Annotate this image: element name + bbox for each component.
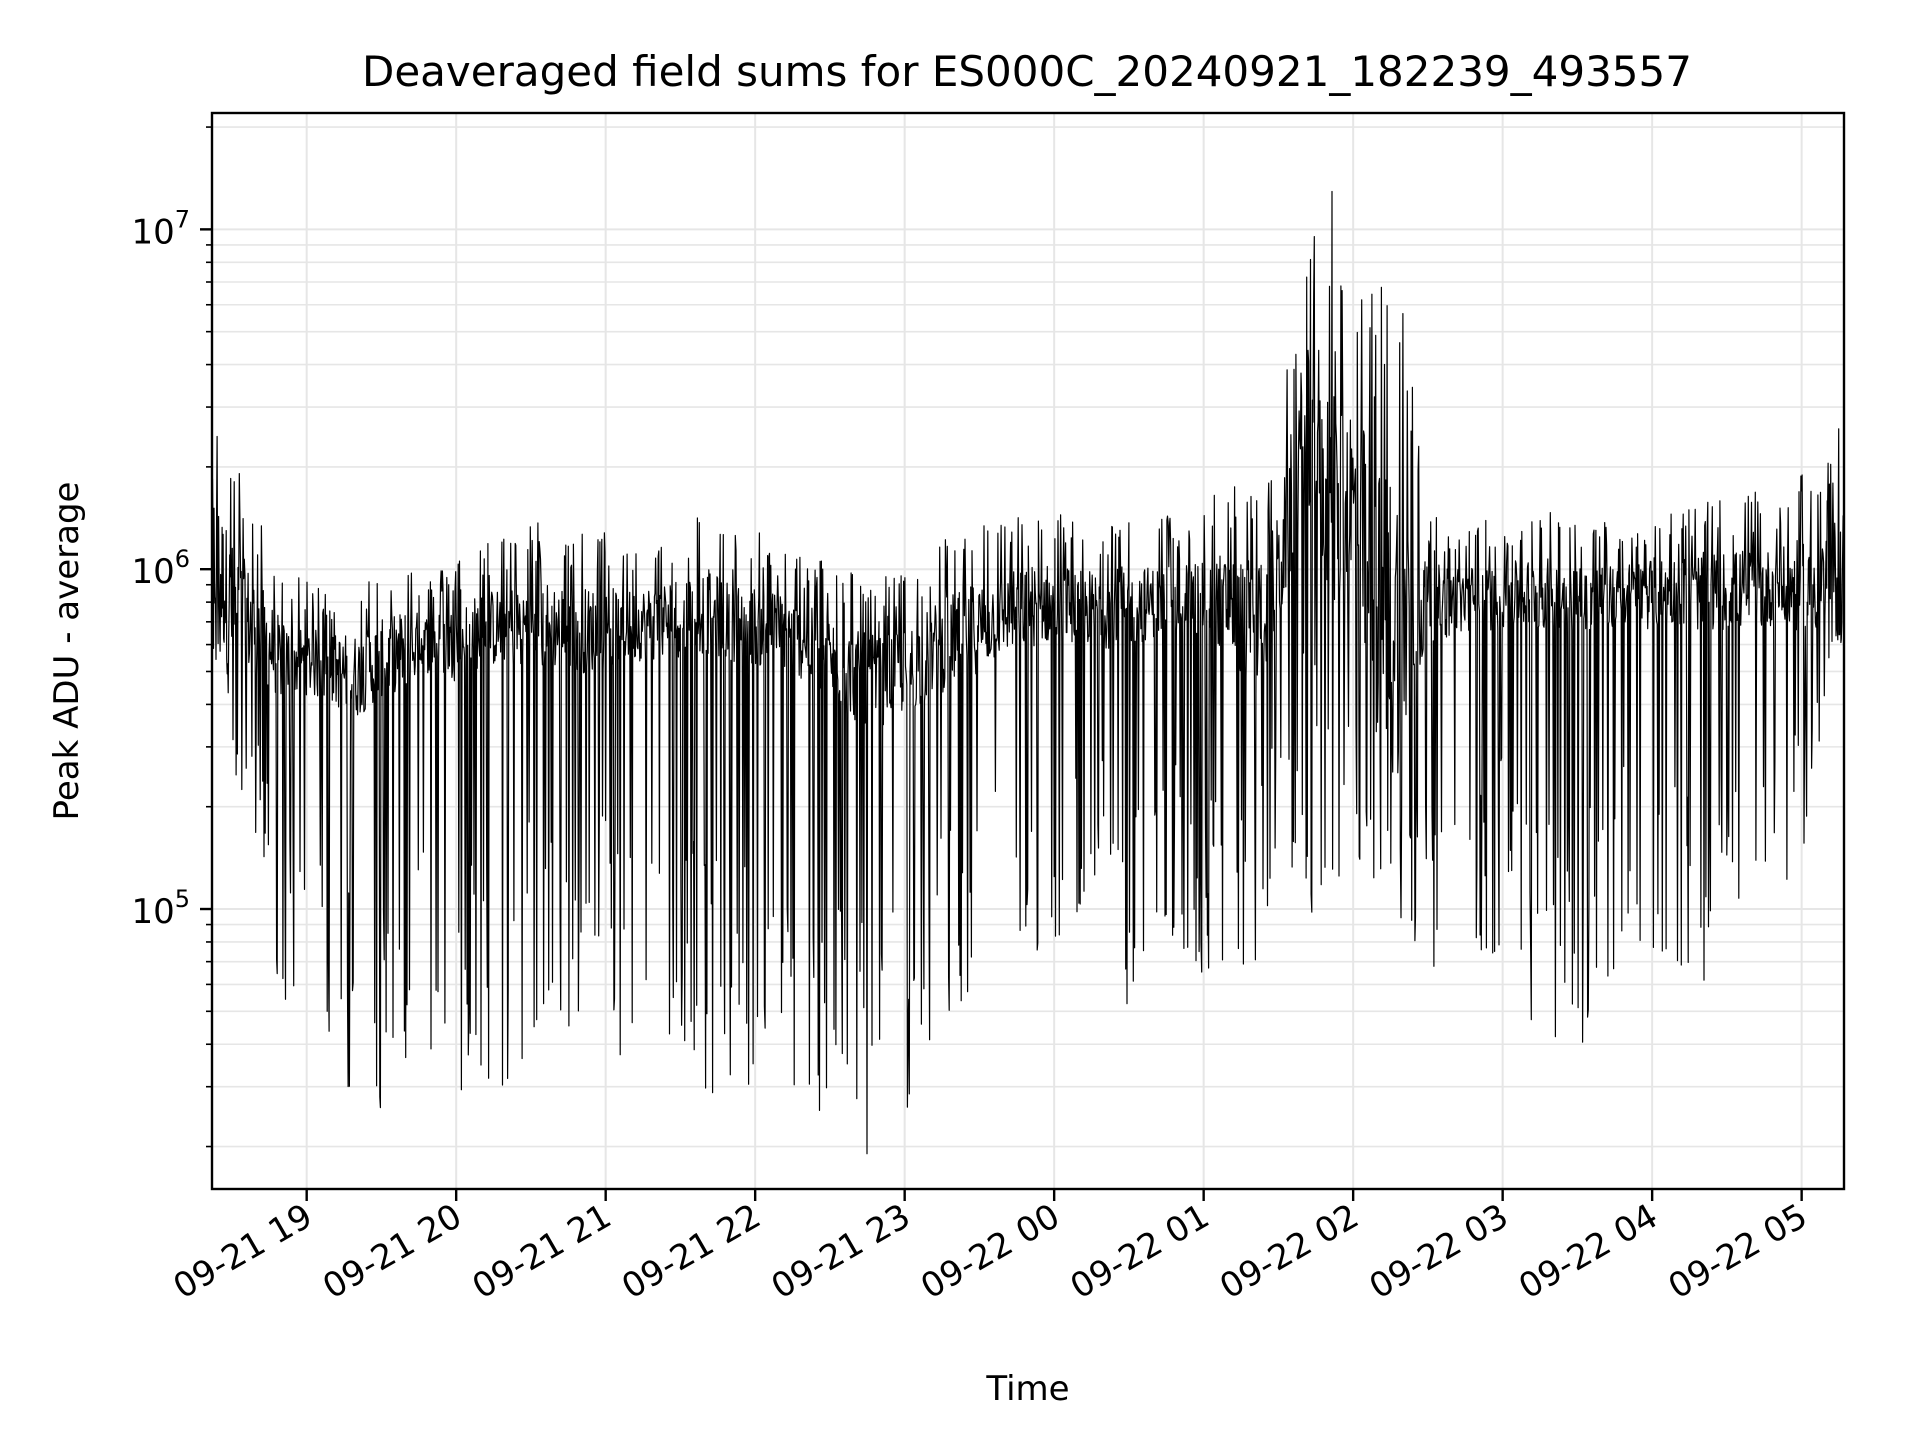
y-tick-label: 105 (131, 885, 190, 932)
series-group (211, 190, 1845, 1155)
y-tick-exponent: 5 (175, 885, 190, 913)
y-axis-label: Peak ADU - average (47, 482, 87, 821)
y-tick-exponent: 6 (175, 545, 190, 573)
y-tick-base: 10 (131, 552, 174, 592)
y-tick-base: 10 (131, 892, 174, 932)
y-tick-exponent: 7 (175, 205, 190, 233)
x-axis-label: Time (985, 1369, 1069, 1409)
y-tick-label: 106 (131, 545, 190, 592)
chart-title: Deaveraged field sums for ES000C_2024092… (362, 47, 1692, 96)
y-tick-label: 107 (131, 205, 190, 252)
y-tick-base: 10 (131, 212, 174, 252)
series-line (211, 190, 1845, 1155)
plot-frame (210, 111, 1846, 1191)
